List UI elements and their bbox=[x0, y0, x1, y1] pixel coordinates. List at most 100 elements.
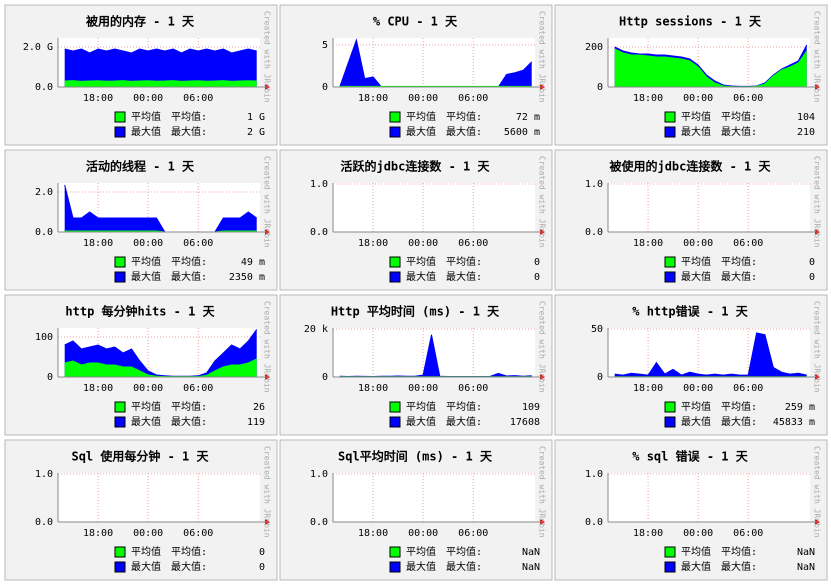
summary-label: 最大值: bbox=[171, 415, 207, 428]
summary-value: 104 bbox=[797, 112, 815, 123]
axis-arrow bbox=[540, 374, 545, 380]
series-line bbox=[64, 48, 257, 54]
legend-swatch bbox=[664, 111, 676, 123]
x-tick-label: 00:00 bbox=[133, 93, 163, 104]
area-fill bbox=[614, 49, 807, 87]
axis-arrow bbox=[540, 84, 545, 90]
legend-swatch bbox=[389, 416, 401, 428]
legend-label: 平均值 bbox=[131, 255, 161, 268]
plot-area bbox=[333, 183, 535, 232]
watermark: Created with JRobin bbox=[538, 11, 547, 103]
summary-label: 最大值: bbox=[721, 270, 757, 283]
chart-title: Sql 使用每分钟 - 1 天 bbox=[71, 449, 209, 464]
legend-swatch bbox=[389, 546, 401, 558]
y-tick-label: 1.0 bbox=[35, 469, 53, 480]
chart-title: Http 平均时间 (ms) - 1 天 bbox=[331, 304, 500, 319]
legend-label: 平均值 bbox=[406, 545, 436, 558]
area-fill bbox=[64, 80, 257, 87]
x-tick-label: 00:00 bbox=[408, 383, 438, 394]
legend-label: 最大值 bbox=[406, 125, 436, 138]
plot-area bbox=[333, 473, 535, 522]
series-line bbox=[64, 184, 257, 233]
summary-value: 0 bbox=[534, 272, 540, 283]
legend-label: 平均值 bbox=[681, 255, 711, 268]
watermark: Created with JRobin bbox=[263, 301, 272, 393]
x-tick-label: 06:00 bbox=[733, 93, 763, 104]
summary-value: 5600 m bbox=[504, 127, 540, 138]
legend-label: 最大值 bbox=[131, 415, 161, 428]
y-tick-label: 200 bbox=[585, 42, 603, 53]
legend-label: 最大值 bbox=[131, 270, 161, 283]
summary-label: 平均值: bbox=[171, 110, 207, 123]
summary-value: 0 bbox=[259, 562, 265, 573]
legend-label: 最大值 bbox=[406, 560, 436, 573]
summary-value: NaN bbox=[522, 547, 540, 558]
chart-title: 被使用的jdbc连接数 - 1 天 bbox=[609, 159, 771, 174]
watermark: Created with JRobin bbox=[538, 156, 547, 248]
chart-title: 活跃的jdbc连接数 - 1 天 bbox=[340, 159, 490, 174]
x-tick-label: 18:00 bbox=[83, 383, 113, 394]
legend-label: 平均值 bbox=[681, 110, 711, 123]
watermark: Created with JRobin bbox=[813, 446, 822, 538]
summary-value: NaN bbox=[522, 562, 540, 573]
plot-area bbox=[58, 473, 260, 522]
summary-label: 最大值: bbox=[171, 125, 207, 138]
y-tick-label: 0.0 bbox=[585, 517, 603, 528]
summary-label: 平均值: bbox=[446, 255, 482, 268]
summary-label: 平均值: bbox=[721, 545, 757, 558]
chart-title: 被用的内存 - 1 天 bbox=[86, 14, 195, 29]
series-line bbox=[64, 80, 257, 82]
chart-title: Sql平均时间 (ms) - 1 天 bbox=[338, 449, 493, 464]
legend-swatch bbox=[389, 126, 401, 138]
y-tick-label: 0.0 bbox=[585, 227, 603, 238]
legend-label: 平均值 bbox=[681, 545, 711, 558]
watermark: Created with JRobin bbox=[263, 446, 272, 538]
y-tick-label: 5 bbox=[322, 40, 328, 51]
legend-label: 平均值 bbox=[406, 400, 436, 413]
chart-title: % CPU - 1 天 bbox=[373, 15, 458, 29]
x-tick-label: 06:00 bbox=[458, 528, 488, 539]
y-tick-label: 0 bbox=[47, 372, 53, 383]
watermark: Created with JRobin bbox=[813, 301, 822, 393]
legend-swatch bbox=[389, 271, 401, 283]
x-tick-label: 06:00 bbox=[183, 383, 213, 394]
legend-swatch bbox=[389, 401, 401, 413]
legend-label: 平均值 bbox=[131, 545, 161, 558]
legend-label: 平均值 bbox=[406, 110, 436, 123]
summary-value: 259 m bbox=[785, 402, 815, 413]
legend-label: 最大值 bbox=[681, 270, 711, 283]
watermark: Created with JRobin bbox=[263, 11, 272, 103]
plot-area bbox=[608, 183, 810, 232]
legend-swatch bbox=[664, 271, 676, 283]
x-tick-label: 00:00 bbox=[683, 528, 713, 539]
y-tick-label: 0 bbox=[322, 372, 328, 383]
legend-label: 最大值 bbox=[406, 415, 436, 428]
x-tick-label: 18:00 bbox=[633, 93, 663, 104]
y-tick-label: 0 bbox=[597, 82, 603, 93]
axis-arrow bbox=[265, 519, 270, 525]
x-tick-label: 06:00 bbox=[733, 383, 763, 394]
summary-value: 2350 m bbox=[229, 272, 265, 283]
series-line bbox=[64, 329, 258, 377]
legend-label: 最大值 bbox=[681, 125, 711, 138]
y-tick-label: 100 bbox=[35, 332, 53, 343]
legend-swatch bbox=[664, 126, 676, 138]
y-tick-label: 1.0 bbox=[310, 469, 328, 480]
y-tick-label: 0.0 bbox=[35, 82, 53, 93]
summary-value: NaN bbox=[797, 562, 815, 573]
legend-swatch bbox=[114, 546, 126, 558]
plot-area bbox=[608, 473, 810, 522]
x-tick-label: 00:00 bbox=[133, 528, 163, 539]
y-tick-label: 1.0 bbox=[585, 179, 603, 190]
area-fill bbox=[64, 185, 257, 232]
y-tick-label: 0 bbox=[597, 372, 603, 383]
x-tick-label: 00:00 bbox=[408, 93, 438, 104]
watermark: Created with JRobin bbox=[263, 156, 272, 248]
summary-label: 平均值: bbox=[171, 400, 207, 413]
summary-value: 49 m bbox=[241, 257, 265, 268]
summary-label: 最大值: bbox=[446, 270, 482, 283]
axis-arrow bbox=[265, 84, 270, 90]
area-fill bbox=[614, 333, 807, 377]
summary-value: NaN bbox=[797, 547, 815, 558]
x-tick-label: 06:00 bbox=[733, 238, 763, 249]
